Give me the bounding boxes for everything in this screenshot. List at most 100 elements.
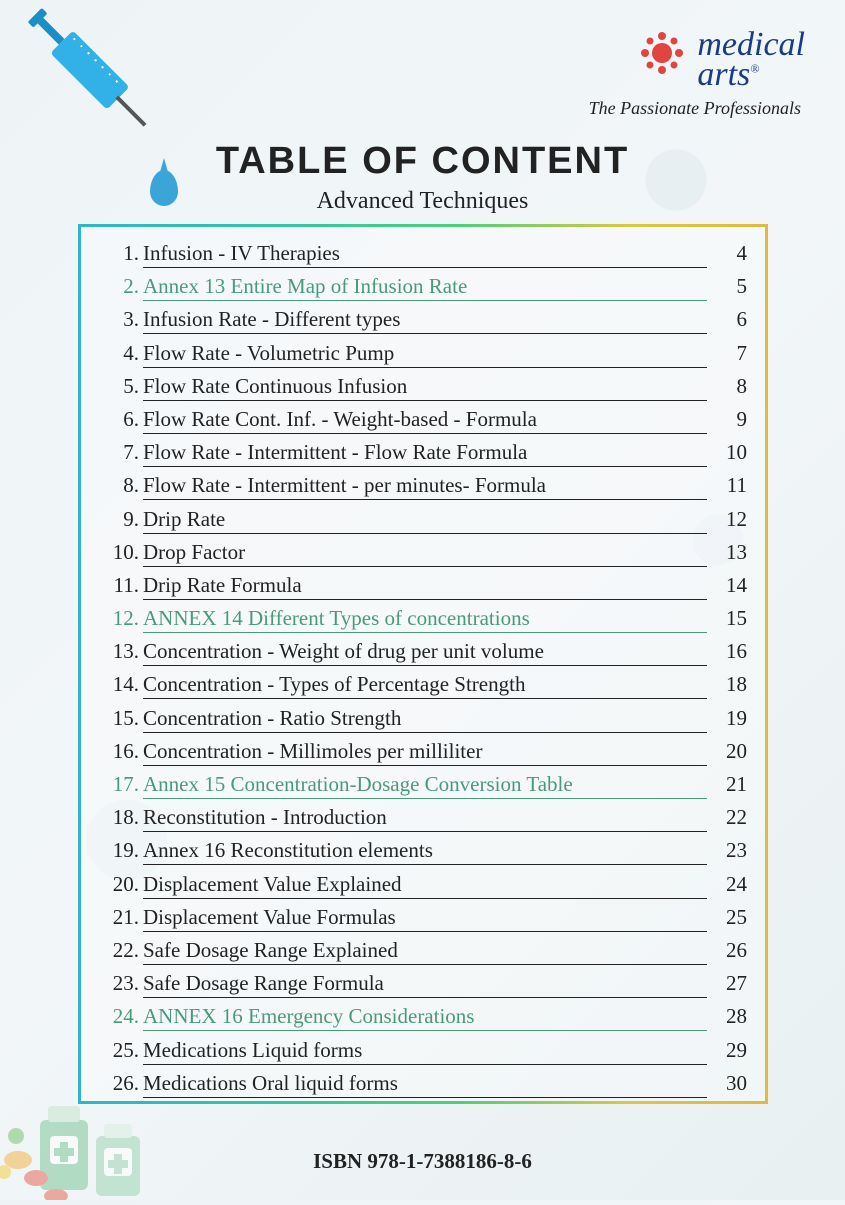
page-subtitle: Advanced Techniques xyxy=(0,188,845,215)
toc-row: 16.Concentration - Millimoles per millil… xyxy=(99,739,747,772)
toc-title: Concentration - Millimoles per millilite… xyxy=(143,739,707,766)
toc-page: 27 xyxy=(707,971,747,996)
brand-text: medical arts® xyxy=(697,28,805,92)
toc-title: Concentration - Ratio Strength xyxy=(143,706,707,733)
toc-row: 26.Medications Oral liquid forms30 xyxy=(99,1071,747,1104)
toc-title: Annex 13 Entire Map of Infusion Rate xyxy=(143,274,707,301)
toc-page: 12 xyxy=(707,507,747,532)
toc-page: 8 xyxy=(707,374,747,399)
toc-list: 1.Infusion - IV Therapies42.Annex 13 Ent… xyxy=(99,241,747,1104)
toc-number: 4. xyxy=(99,341,143,366)
isbn-text: ISBN 978-1-7388186-8-6 xyxy=(0,1149,845,1174)
toc-page: 23 xyxy=(707,838,747,863)
toc-page: 6 xyxy=(707,307,747,332)
toc-page: 29 xyxy=(707,1038,747,1063)
toc-page: 18 xyxy=(707,672,747,697)
toc-row: 6.Flow Rate Cont. Inf. - Weight-based - … xyxy=(99,407,747,440)
toc-title: Annex 15 Concentration-Dosage Conversion… xyxy=(143,772,707,799)
toc-number: 25. xyxy=(99,1038,143,1063)
toc-row: 13.Concentration - Weight of drug per un… xyxy=(99,639,747,672)
toc-number: 5. xyxy=(99,374,143,399)
toc-title: Flow Rate - Intermittent - per minutes- … xyxy=(143,473,707,500)
toc-page: 24 xyxy=(707,872,747,897)
toc-row: 21.Displacement Value Formulas25 xyxy=(99,905,747,938)
toc-title: Annex 16 Reconstitution elements xyxy=(143,838,707,865)
toc-number: 10. xyxy=(99,540,143,565)
toc-number: 15. xyxy=(99,706,143,731)
toc-number: 3. xyxy=(99,307,143,332)
toc-number: 23. xyxy=(99,971,143,996)
toc-number: 12. xyxy=(99,606,143,631)
toc-title: Medications Oral liquid forms xyxy=(143,1071,707,1098)
toc-number: 2. xyxy=(99,274,143,299)
toc-title: Concentration - Types of Percentage Stre… xyxy=(143,672,707,699)
toc-number: 22. xyxy=(99,938,143,963)
toc-number: 18. xyxy=(99,805,143,830)
toc-row: 9.Drip Rate12 xyxy=(99,507,747,540)
toc-page: 22 xyxy=(707,805,747,830)
toc-page: 11 xyxy=(707,473,747,498)
toc-row: 25.Medications Liquid forms29 xyxy=(99,1038,747,1071)
splat-icon xyxy=(637,28,687,78)
toc-row: 4.Flow Rate - Volumetric Pump7 xyxy=(99,341,747,374)
toc-row: 11.Drip Rate Formula14 xyxy=(99,573,747,606)
toc-title: Reconstitution - Introduction xyxy=(143,805,707,832)
toc-container: 1.Infusion - IV Therapies42.Annex 13 Ent… xyxy=(78,224,768,1104)
toc-page: 30 xyxy=(707,1071,747,1096)
toc-row: 1.Infusion - IV Therapies4 xyxy=(99,241,747,274)
brand-logo: medical arts® xyxy=(637,28,805,92)
toc-row: 5.Flow Rate Continuous Infusion8 xyxy=(99,374,747,407)
toc-row: 20.Displacement Value Explained24 xyxy=(99,872,747,905)
toc-title: ANNEX 16 Emergency Considerations xyxy=(143,1004,707,1031)
brand-tagline: The Passionate Professionals xyxy=(589,98,801,119)
toc-page: 10 xyxy=(707,440,747,465)
toc-number: 8. xyxy=(99,473,143,498)
toc-row: 22.Safe Dosage Range Explained26 xyxy=(99,938,747,971)
toc-page: 28 xyxy=(707,1004,747,1029)
toc-number: 1. xyxy=(99,241,143,266)
toc-number: 13. xyxy=(99,639,143,664)
toc-number: 24. xyxy=(99,1004,143,1029)
toc-title: Drop Factor xyxy=(143,540,707,567)
toc-row: 17.Annex 15 Concentration-Dosage Convers… xyxy=(99,772,747,805)
toc-page: 9 xyxy=(707,407,747,432)
toc-row: 18.Reconstitution - Introduction22 xyxy=(99,805,747,838)
toc-title: Flow Rate - Volumetric Pump xyxy=(143,341,707,368)
toc-number: 9. xyxy=(99,507,143,532)
toc-number: 6. xyxy=(99,407,143,432)
toc-page: 19 xyxy=(707,706,747,731)
page-title: TABLE OF CONTENT xyxy=(0,140,845,183)
toc-row: 3.Infusion Rate - Different types6 xyxy=(99,307,747,340)
toc-title: Medications Liquid forms xyxy=(143,1038,707,1065)
toc-number: 7. xyxy=(99,440,143,465)
toc-number: 21. xyxy=(99,905,143,930)
toc-page: 15 xyxy=(707,606,747,631)
toc-title: Safe Dosage Range Explained xyxy=(143,938,707,965)
toc-row: 7.Flow Rate - Intermittent - Flow Rate F… xyxy=(99,440,747,473)
toc-page: 4 xyxy=(707,241,747,266)
toc-row: 8.Flow Rate - Intermittent - per minutes… xyxy=(99,473,747,506)
toc-number: 17. xyxy=(99,772,143,797)
toc-row: 23.Safe Dosage Range Formula27 xyxy=(99,971,747,1004)
toc-number: 19. xyxy=(99,838,143,863)
toc-page: 14 xyxy=(707,573,747,598)
toc-title: Flow Rate - Intermittent - Flow Rate For… xyxy=(143,440,707,467)
brand-line2: arts® xyxy=(697,58,805,92)
toc-number: 16. xyxy=(99,739,143,764)
toc-page: 21 xyxy=(707,772,747,797)
toc-row: 2.Annex 13 Entire Map of Infusion Rate5 xyxy=(99,274,747,307)
toc-number: 26. xyxy=(99,1071,143,1096)
toc-title: Infusion Rate - Different types xyxy=(143,307,707,334)
toc-page: 5 xyxy=(707,274,747,299)
toc-number: 11. xyxy=(99,573,143,598)
toc-page: 13 xyxy=(707,540,747,565)
toc-title: Flow Rate Cont. Inf. - Weight-based - Fo… xyxy=(143,407,707,434)
toc-title: Drip Rate xyxy=(143,507,707,534)
toc-page: 7 xyxy=(707,341,747,366)
toc-number: 20. xyxy=(99,872,143,897)
toc-page: 16 xyxy=(707,639,747,664)
toc-title: Concentration - Weight of drug per unit … xyxy=(143,639,707,666)
toc-row: 24.ANNEX 16 Emergency Considerations28 xyxy=(99,1004,747,1037)
toc-row: 12.ANNEX 14 Different Types of concentra… xyxy=(99,606,747,639)
toc-title: Safe Dosage Range Formula xyxy=(143,971,707,998)
